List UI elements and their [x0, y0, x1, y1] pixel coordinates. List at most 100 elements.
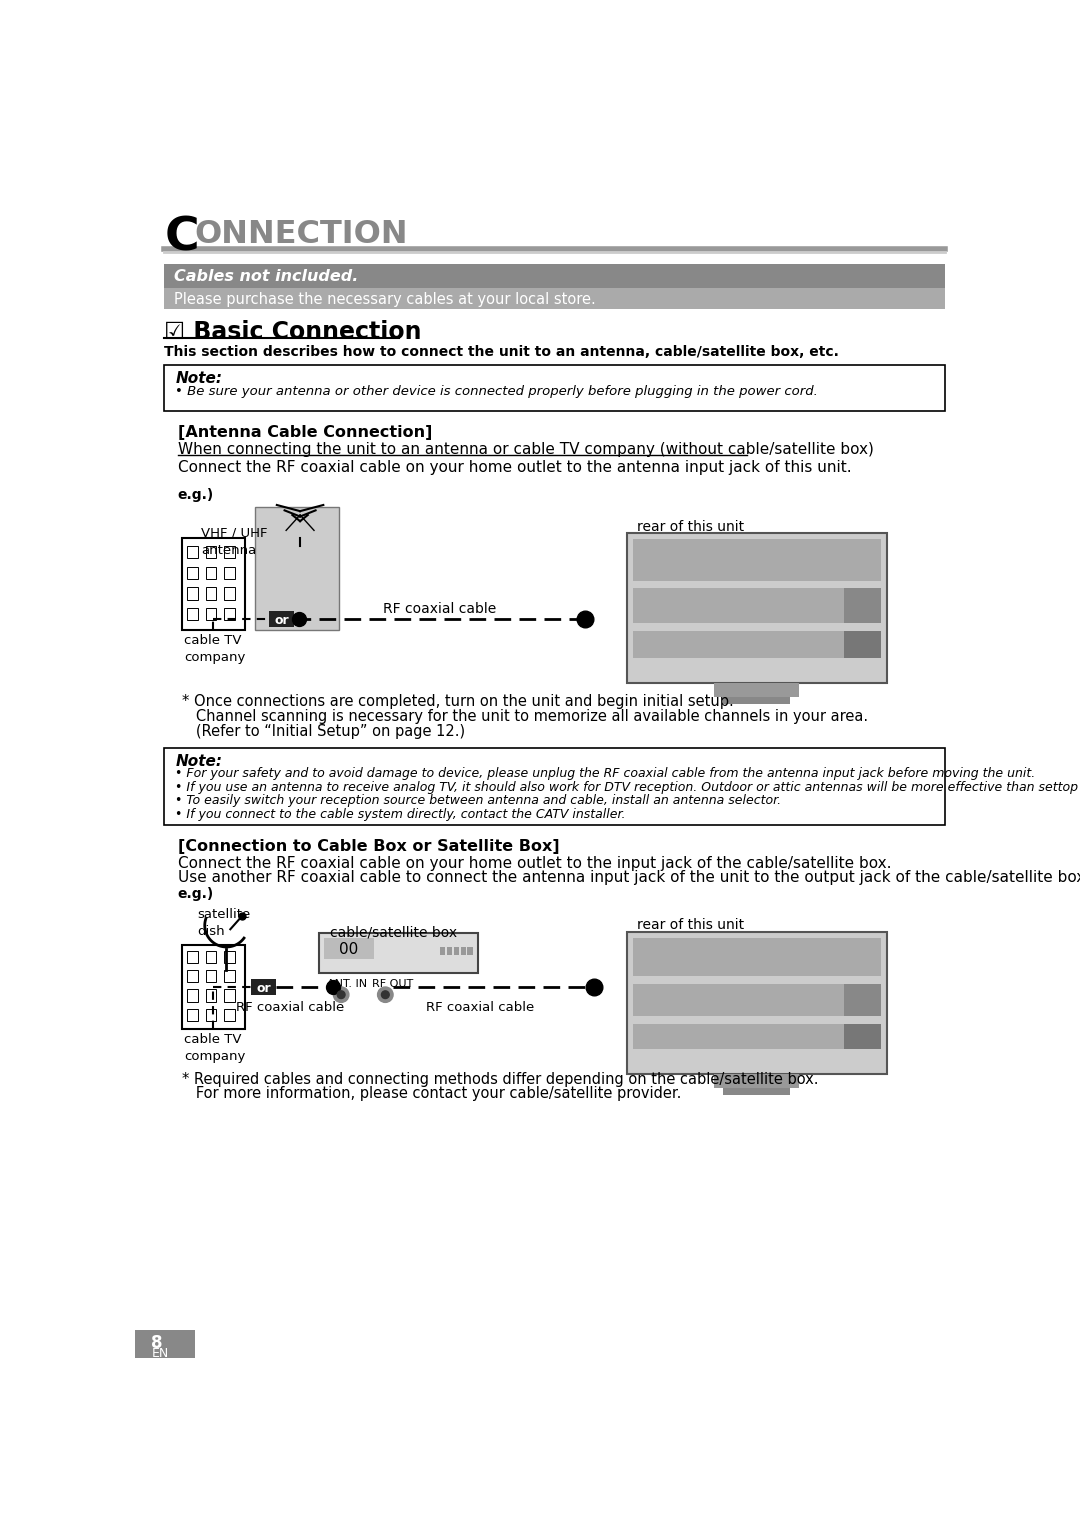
Bar	[187, 609, 198, 621]
Circle shape	[334, 987, 349, 1003]
Circle shape	[337, 990, 345, 998]
Bar	[714, 1074, 799, 1088]
Bar	[440, 948, 445, 955]
Bar	[187, 588, 198, 600]
Text: EN: EN	[152, 1346, 170, 1360]
Text: • If you connect to the cable system directly, contact the CATV installer.: • If you connect to the cable system dir…	[175, 809, 625, 821]
Bar	[205, 588, 216, 600]
Bar	[845, 632, 881, 658]
Text: satellite
dish: satellite dish	[197, 908, 251, 938]
Text: e.g.): e.g.)	[177, 887, 214, 900]
Text: Note:: Note:	[175, 754, 222, 769]
Bar	[460, 948, 465, 955]
Bar	[205, 989, 216, 1001]
Text: 00: 00	[339, 942, 359, 957]
Bar	[627, 931, 887, 1074]
Text: RF coaxial cable: RF coaxial cable	[426, 1001, 534, 1013]
Bar	[187, 588, 198, 600]
Bar	[845, 588, 881, 623]
Text: Cables not included.: Cables not included.	[174, 270, 359, 284]
Bar	[454, 948, 459, 955]
Bar	[187, 971, 198, 983]
Bar	[468, 948, 473, 955]
Bar	[187, 971, 198, 983]
Bar	[714, 682, 799, 697]
Text: (Refer to “Initial Setup” on page 12.): (Refer to “Initial Setup” on page 12.)	[181, 723, 464, 739]
Bar	[135, 1331, 195, 1358]
Bar	[205, 546, 216, 559]
Text: Use another RF coaxial cable to connect the antenna input jack of the unit to th: Use another RF coaxial cable to connect …	[177, 870, 1080, 885]
Text: * Once connections are completed, turn on the unit and begin initial setup.: * Once connections are completed, turn o…	[181, 694, 733, 710]
Bar	[225, 546, 235, 559]
Bar	[181, 945, 245, 1030]
Bar	[627, 533, 887, 682]
Bar	[225, 989, 235, 1001]
Bar	[252, 980, 276, 995]
Text: [Antenna Cable Connection]: [Antenna Cable Connection]	[177, 424, 432, 439]
Bar	[225, 588, 235, 600]
Text: e.g.): e.g.)	[177, 488, 214, 502]
Bar	[187, 546, 198, 559]
Bar	[187, 951, 198, 963]
Text: 8: 8	[150, 1334, 162, 1352]
Text: RF OUT: RF OUT	[373, 980, 414, 989]
Bar	[205, 971, 216, 983]
Text: or: or	[256, 981, 271, 995]
Bar	[225, 566, 235, 578]
Bar	[164, 264, 945, 288]
Text: ANT. IN: ANT. IN	[327, 980, 367, 989]
Bar	[225, 566, 235, 578]
Bar	[225, 609, 235, 621]
Text: Please purchase the necessary cables at your local store.: Please purchase the necessary cables at …	[174, 293, 595, 307]
Text: RF coaxial cable: RF coaxial cable	[235, 1001, 345, 1013]
Bar	[225, 546, 235, 559]
Bar	[164, 365, 945, 410]
Bar	[633, 984, 880, 1016]
Text: Connect the RF coaxial cable on your home outlet to the antenna input jack of th: Connect the RF coaxial cable on your hom…	[177, 461, 851, 475]
Circle shape	[378, 987, 393, 1003]
Bar	[164, 288, 945, 310]
Bar	[205, 1009, 216, 1021]
Bar	[187, 609, 198, 621]
Text: or: or	[274, 613, 288, 627]
Bar	[255, 507, 339, 630]
Text: ONNECTION: ONNECTION	[194, 220, 407, 250]
Bar	[205, 971, 216, 983]
Text: • To easily switch your reception source between antenna and cable, install an a: • To easily switch your reception source…	[175, 795, 782, 807]
Bar	[187, 989, 198, 1001]
Bar	[187, 546, 198, 559]
Bar	[205, 588, 216, 600]
Text: Note:: Note:	[175, 371, 222, 386]
Bar	[627, 931, 887, 1074]
Bar	[633, 937, 880, 977]
Text: C: C	[164, 215, 199, 261]
Text: cable/satellite box: cable/satellite box	[330, 925, 458, 940]
Bar	[633, 588, 880, 623]
Bar	[187, 1009, 198, 1021]
Bar	[225, 971, 235, 983]
Bar	[225, 1009, 235, 1021]
Bar	[225, 989, 235, 1001]
Bar	[225, 951, 235, 963]
Bar	[205, 566, 216, 578]
Bar	[187, 989, 198, 1001]
Bar	[205, 609, 216, 621]
Text: ☑ Basic Connection: ☑ Basic Connection	[164, 320, 422, 345]
Bar	[164, 748, 945, 826]
Bar	[181, 539, 245, 630]
Bar	[225, 609, 235, 621]
Bar	[225, 588, 235, 600]
Text: Connect the RF coaxial cable on your home outlet to the input jack of the cable/: Connect the RF coaxial cable on your hom…	[177, 856, 891, 871]
Bar	[187, 951, 198, 963]
Circle shape	[381, 990, 389, 998]
Text: Channel scanning is necessary for the unit to memorize all available channels in: Channel scanning is necessary for the un…	[181, 710, 867, 723]
Text: rear of this unit: rear of this unit	[637, 520, 744, 534]
Text: cable TV
company: cable TV company	[184, 635, 245, 664]
Bar	[205, 951, 216, 963]
Text: [Connection to Cable Box or Satellite Box]: [Connection to Cable Box or Satellite Bo…	[177, 839, 559, 855]
Bar	[187, 566, 198, 578]
Bar	[205, 989, 216, 1001]
Text: This section describes how to connect the unit to an antenna, cable/satellite bo: This section describes how to connect th…	[164, 345, 839, 359]
Bar	[205, 566, 216, 578]
Bar	[633, 539, 880, 581]
